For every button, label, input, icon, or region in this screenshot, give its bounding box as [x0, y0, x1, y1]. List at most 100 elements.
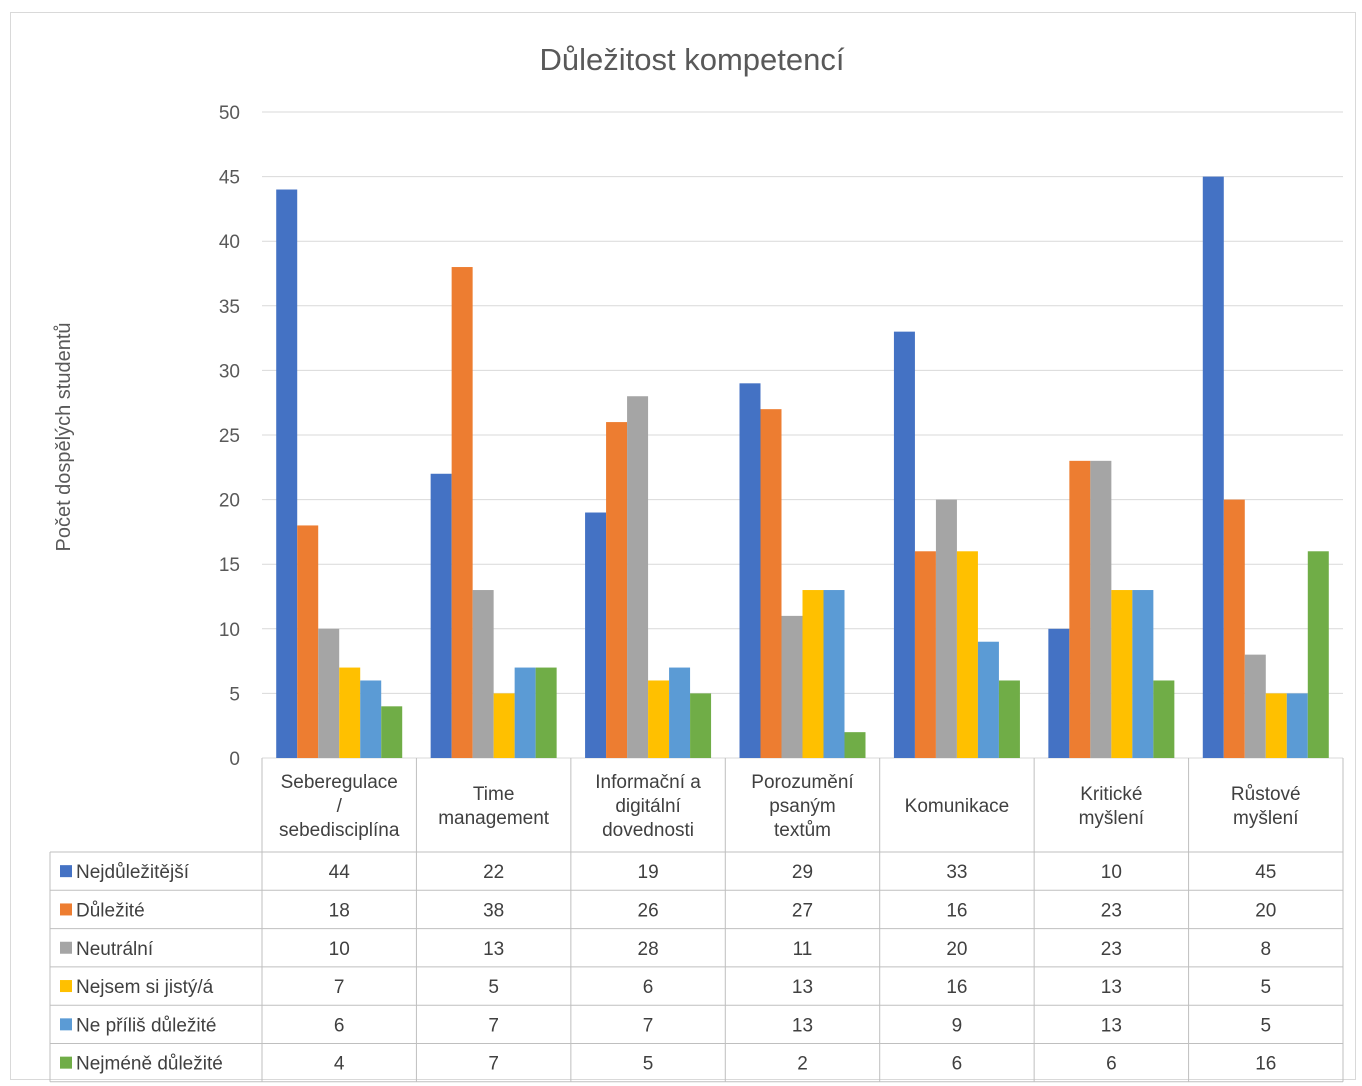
table-cell: 10: [1101, 862, 1122, 883]
bar: [648, 680, 670, 758]
y-tick-label: 45: [219, 168, 240, 189]
data-table: Seberegulace / sebedisciplína Time managemen…: [49, 758, 1344, 1083]
bar: [276, 189, 298, 758]
y-tick-label: 15: [219, 555, 240, 576]
category-label: management: [438, 808, 550, 829]
y-tick-label: 25: [219, 426, 240, 447]
legend-label: Nejméně důležité: [76, 1054, 223, 1075]
table-cell: 7: [488, 1015, 499, 1036]
bar: [606, 422, 628, 758]
category-label: /: [337, 796, 343, 817]
y-tick-label: 40: [219, 232, 240, 253]
table-cell: 7: [488, 1054, 499, 1075]
bar: [1132, 590, 1154, 758]
table-cell: 13: [483, 939, 504, 960]
bar: [472, 590, 494, 758]
table-cell: 45: [1255, 862, 1276, 883]
table-cell: 6: [643, 977, 654, 998]
table-cell: 13: [1101, 1015, 1122, 1036]
category-label: myšlení: [1233, 808, 1299, 829]
bar: [1090, 460, 1112, 758]
legend-label: Nejdůležitější: [76, 862, 190, 883]
bar: [998, 680, 1020, 758]
bar: [381, 706, 403, 758]
table-cell: 11: [793, 939, 813, 960]
y-tick-label: 30: [219, 361, 240, 382]
table-cell: 16: [946, 900, 967, 921]
table-cell: 44: [329, 862, 351, 883]
bar: [739, 383, 761, 758]
category-label: myšlení: [1079, 808, 1145, 829]
table-cell: 5: [488, 977, 499, 998]
legend-swatch: [60, 1018, 72, 1031]
table-cell: 38: [483, 900, 504, 921]
category-label: Informační a: [595, 772, 701, 793]
table-cell: 6: [952, 1054, 963, 1075]
bar: [318, 628, 340, 758]
table-cell: 16: [1255, 1054, 1276, 1075]
table-cell: 19: [638, 862, 659, 883]
bar: [451, 267, 473, 758]
y-tick-label: 35: [219, 297, 240, 318]
legend-label: Neutrální: [76, 939, 154, 960]
y-axis-label: Počet dospělých studentů: [53, 322, 75, 551]
table-cell: 16: [946, 977, 967, 998]
table-cell: 18: [329, 900, 350, 921]
table-cell: 7: [334, 977, 345, 998]
bar: [585, 512, 607, 758]
table-cell: 13: [1101, 977, 1122, 998]
table-cell: 20: [946, 939, 967, 960]
bar: [1223, 499, 1245, 758]
bar: [430, 473, 452, 758]
legend-label: Nejsem si jistý/á: [76, 977, 214, 998]
table-cell: 5: [1260, 977, 1271, 998]
bar: [1265, 693, 1287, 758]
category-label: Komunikace: [905, 796, 1010, 817]
table-cell: 2: [797, 1054, 808, 1075]
y-tick-label: 50: [219, 103, 240, 124]
y-tick-label: 10: [219, 620, 240, 641]
bar: [1153, 680, 1175, 758]
bar: [493, 693, 515, 758]
table-cell: 29: [792, 862, 813, 883]
bar: [977, 641, 999, 758]
category-label: textům: [774, 820, 831, 841]
table-cell: 6: [334, 1015, 345, 1036]
table-cell: 26: [638, 900, 659, 921]
y-axis-ticks: 0 5 10 15 20 25 30 35 40 45 50: [219, 103, 240, 770]
category-label: Seberegulace: [281, 772, 398, 793]
table-cell: 9: [952, 1015, 963, 1036]
table-cell: 10: [329, 939, 350, 960]
category-label: psaným: [769, 796, 836, 817]
bar: [893, 331, 915, 758]
category-label: dovednosti: [602, 820, 694, 841]
bar: [1307, 551, 1329, 758]
table-cell: 23: [1101, 939, 1122, 960]
bar: [844, 732, 866, 758]
legend-label: Ne příliš důležité: [76, 1015, 216, 1036]
bar: [914, 551, 936, 758]
bar: [1202, 176, 1224, 759]
legend-swatch: [60, 941, 72, 954]
bar: [1244, 654, 1266, 758]
table-cell: 8: [1260, 939, 1271, 960]
table-cell: 33: [946, 862, 967, 883]
bar: [535, 667, 557, 758]
legend-swatch: [60, 980, 72, 993]
legend-label: Důležité: [76, 900, 145, 921]
category-label: Kritické: [1080, 784, 1142, 805]
table-cell: 5: [1260, 1015, 1271, 1036]
y-tick-label: 5: [229, 684, 240, 705]
category-label: digitální: [615, 796, 681, 817]
bar: [627, 396, 649, 758]
legend-swatch: [60, 1056, 72, 1069]
bar: [339, 667, 361, 758]
bar: [1069, 460, 1091, 758]
bar: [802, 590, 824, 758]
table-cell: 6: [1106, 1054, 1117, 1075]
bar: [935, 499, 957, 758]
bars: [276, 176, 1329, 759]
category-label: Růstové: [1231, 784, 1301, 805]
bar: [360, 680, 382, 758]
